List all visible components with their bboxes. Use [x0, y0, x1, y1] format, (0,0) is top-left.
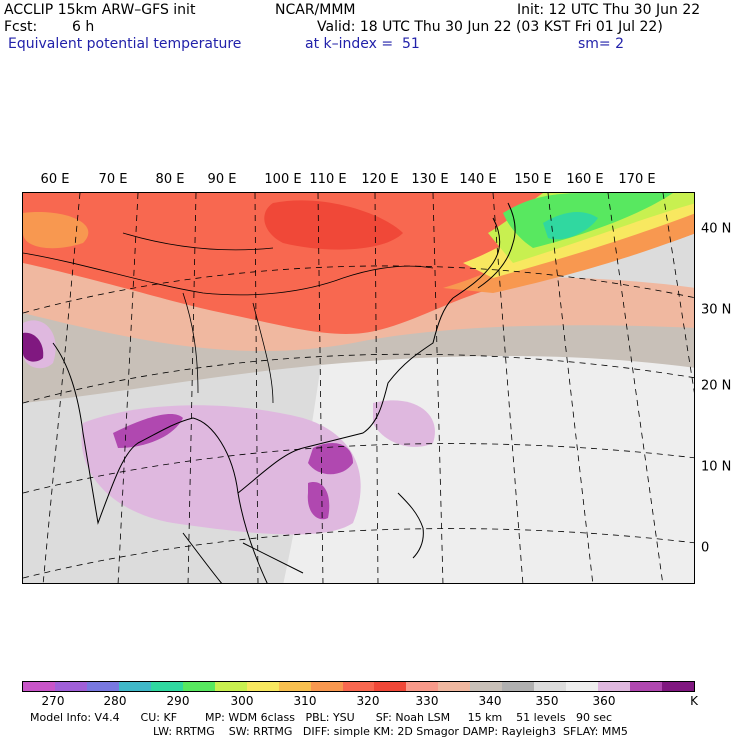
light-purple-philippines — [373, 400, 435, 447]
color-bar-segment — [246, 682, 279, 691]
color-bar-segment — [310, 682, 343, 691]
coastlines — [52, 202, 516, 583]
theta-e-map — [23, 193, 694, 583]
dark-red-patch — [264, 200, 403, 250]
color-bar-segment — [374, 682, 407, 691]
color-bar-segment — [214, 682, 247, 691]
teal-patch — [543, 211, 598, 240]
lon-label: 110 E — [309, 172, 347, 187]
model-info-line1: Model Info: V4.4 CU: KF MP: WDM 6class P… — [30, 711, 613, 724]
color-bar-segment — [534, 682, 567, 691]
init-time: Init: 12 UTC Thu 30 Jun 22 — [517, 2, 701, 18]
color-bar-segment — [23, 682, 55, 691]
color-bar-tick-label: 310 — [293, 694, 317, 708]
lon-label: 100 E — [264, 172, 302, 187]
field-name: Equivalent potential temperature — [8, 36, 242, 52]
lat-label: 0 — [701, 540, 710, 556]
org-label: NCAR/MMM — [275, 2, 356, 18]
color-bar-segment — [630, 682, 663, 691]
color-bar-segment — [438, 682, 471, 691]
color-bar-segment — [342, 682, 375, 691]
lon-label: 160 E — [566, 172, 604, 187]
color-bar-segment — [118, 682, 151, 691]
color-bar-tick-label: 270 — [41, 694, 65, 708]
color-bar-tick-label: 290 — [166, 694, 190, 708]
lat-label: 30 N — [701, 302, 732, 318]
color-bar-tick-label: 300 — [230, 694, 254, 708]
dark-purple-west — [23, 332, 44, 362]
color-bar — [22, 681, 695, 692]
lon-label: 150 E — [514, 172, 552, 187]
lon-label: 90 E — [207, 172, 237, 187]
lon-label: 60 E — [40, 172, 70, 187]
lon-label: 120 E — [361, 172, 399, 187]
purple-scs-south — [307, 482, 330, 520]
color-bar-segment — [86, 682, 119, 691]
level-label: at k–index = 51 — [305, 36, 420, 52]
valid-time: Valid: 18 UTC Thu 30 Jun 22 (03 KST Fri … — [317, 19, 663, 35]
color-bar-segment — [182, 682, 215, 691]
lat-label: 10 N — [701, 459, 732, 475]
model-title: ACCLIP 15km ARW–GFS init — [4, 2, 196, 18]
color-bar-tick-label: 360 — [592, 694, 616, 708]
lon-label: 70 E — [98, 172, 128, 187]
color-bar-unit: K — [690, 694, 698, 708]
lat-label: 20 N — [701, 378, 732, 394]
map-panel — [22, 192, 695, 584]
color-bar-segment — [598, 682, 631, 691]
color-bar-tick-label: 280 — [103, 694, 127, 708]
color-bar-tick-label: 350 — [535, 694, 559, 708]
lon-label: 130 E — [411, 172, 449, 187]
lat-label: 40 N — [701, 221, 732, 237]
color-bar-tick-label: 340 — [478, 694, 502, 708]
color-bar-segment — [470, 682, 503, 691]
color-bar-segment — [278, 682, 311, 691]
color-bar-segment — [566, 682, 599, 691]
model-info-line2: LW: RRTMG SW: RRTMG DIFF: simple KM: 2D … — [153, 725, 628, 738]
lon-label: 170 E — [618, 172, 656, 187]
forecast-value: 6 h — [72, 19, 95, 35]
purple-scs — [308, 443, 353, 475]
color-bar-segment — [54, 682, 87, 691]
graticule — [23, 193, 694, 583]
lon-label: 80 E — [155, 172, 185, 187]
color-bar-segment — [502, 682, 535, 691]
color-bar-tick-label: 320 — [356, 694, 380, 708]
forecast-label: Fcst: — [4, 19, 38, 35]
orange-patch-west — [23, 212, 89, 249]
purple-bay-bengal — [113, 413, 183, 448]
smoothing-label: sm= 2 — [578, 36, 625, 52]
color-bar-segment — [662, 682, 695, 691]
lon-label: 140 E — [459, 172, 497, 187]
color-bar-segment — [406, 682, 439, 691]
color-bar-tick-label: 330 — [415, 694, 439, 708]
color-bar-segment — [150, 682, 183, 691]
